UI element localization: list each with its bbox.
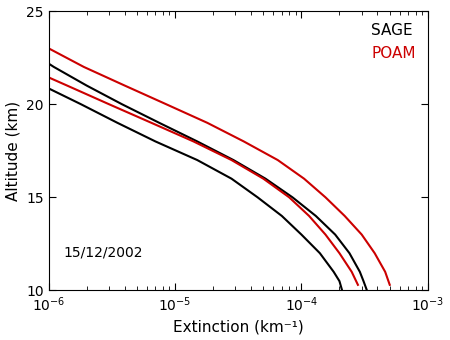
POAM xyxy=(306,214,312,218)
SAGE xyxy=(255,195,260,199)
POAM xyxy=(106,102,112,106)
Line: SAGE: SAGE xyxy=(0,11,342,290)
SAGE xyxy=(194,158,200,162)
Legend: SAGE, POAM: SAGE, POAM xyxy=(362,19,420,66)
POAM xyxy=(191,139,196,143)
POAM xyxy=(261,177,266,181)
SAGE xyxy=(229,177,234,181)
POAM xyxy=(229,158,234,162)
SAGE xyxy=(115,121,120,125)
SAGE xyxy=(337,279,342,283)
POAM xyxy=(287,195,292,199)
Line: POAM: POAM xyxy=(0,13,358,285)
SAGE xyxy=(299,233,304,237)
POAM xyxy=(64,84,70,88)
SAGE xyxy=(317,251,323,255)
Y-axis label: Altitude (km): Altitude (km) xyxy=(5,101,21,201)
POAM xyxy=(148,121,154,125)
POAM xyxy=(349,270,355,274)
POAM xyxy=(22,65,27,69)
POAM xyxy=(355,283,360,287)
SAGE xyxy=(331,270,336,274)
SAGE xyxy=(8,65,13,69)
POAM xyxy=(323,233,328,237)
SAGE xyxy=(339,288,345,292)
SAGE xyxy=(153,139,158,143)
SAGE xyxy=(279,214,284,218)
X-axis label: Extinction (km⁻¹): Extinction (km⁻¹) xyxy=(173,320,304,335)
SAGE xyxy=(40,84,45,88)
Text: 15/12/2002: 15/12/2002 xyxy=(63,246,143,260)
SAGE xyxy=(78,102,84,106)
POAM xyxy=(337,251,342,255)
